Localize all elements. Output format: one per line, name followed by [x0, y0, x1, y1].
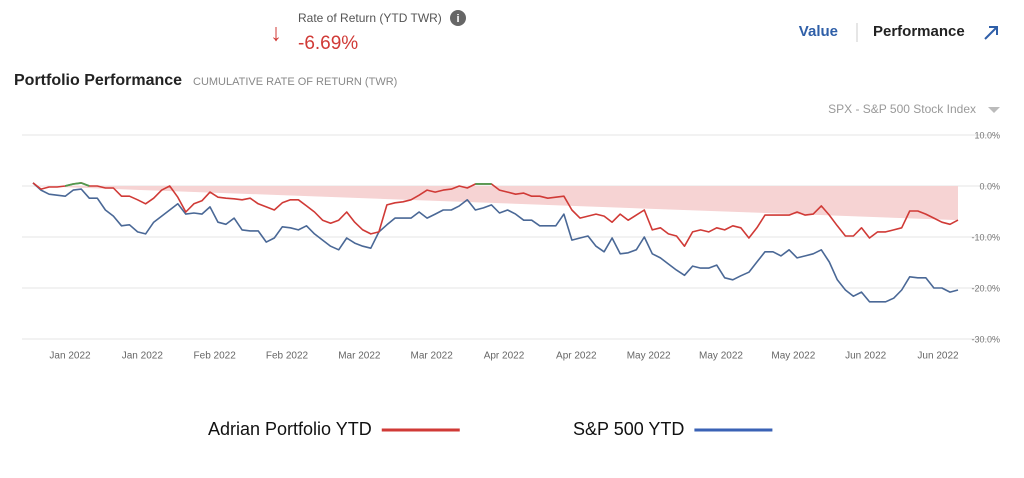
tab-value[interactable]: Value: [799, 23, 838, 40]
y-tick-label: 0.0%: [979, 181, 1000, 191]
series-line: [32, 182, 959, 303]
positive-segment: [64, 183, 74, 187]
legend-label: Adrian Portfolio YTD: [208, 419, 372, 439]
x-tick-label: May 2022: [627, 351, 671, 362]
legend-label: S&P 500 YTD: [573, 419, 684, 439]
down-arrow: ↓: [270, 19, 282, 46]
info-icon[interactable]: i: [450, 10, 466, 26]
x-tick-label: Apr 2022: [484, 351, 525, 362]
series-line: [32, 182, 959, 247]
x-tick-label: May 2022: [771, 351, 815, 362]
y-tick-label: 10.0%: [974, 130, 1000, 140]
y-tick-label: -20.0%: [971, 283, 1000, 293]
x-tick-label: Feb 2022: [194, 351, 237, 362]
chart: 10.0% 0.0% -10.0% -20.0% -30.0% Jan 2022 Jan 2…: [22, 130, 1000, 439]
x-tick-label: May 2022: [699, 351, 743, 362]
expand-icon[interactable]: [984, 26, 998, 40]
x-tick-label: Feb 2022: [266, 351, 309, 362]
rate-label: Rate of Return (YTD TWR): [298, 11, 442, 25]
benchmark-select[interactable]: SPX - S&P 500 Stock Index: [828, 102, 976, 116]
positive-segment: [80, 182, 90, 187]
x-tick-label: Jan 2022: [49, 351, 91, 362]
tab-performance[interactable]: Performance: [873, 23, 965, 40]
x-tick-label: Jun 2022: [845, 351, 887, 362]
dropdown-caret[interactable]: [988, 107, 1000, 113]
svg-text:i: i: [456, 13, 459, 25]
rate-value: -6.69%: [298, 33, 358, 54]
x-tick-label: Jun 2022: [917, 351, 959, 362]
x-tick-label: Mar 2022: [338, 351, 381, 362]
x-tick-label: Apr 2022: [556, 351, 597, 362]
return-area: [33, 186, 958, 221]
section-subtitle: CUMULATIVE RATE OF RETURN (TWR): [193, 76, 397, 88]
section-title: Portfolio Performance: [14, 72, 182, 89]
positive-segment: [73, 182, 82, 185]
y-tick-label: -10.0%: [971, 232, 1000, 242]
y-tick-label: -30.0%: [971, 334, 1000, 344]
x-tick-label: Jan 2022: [122, 351, 164, 362]
x-tick-label: Mar 2022: [411, 351, 454, 362]
